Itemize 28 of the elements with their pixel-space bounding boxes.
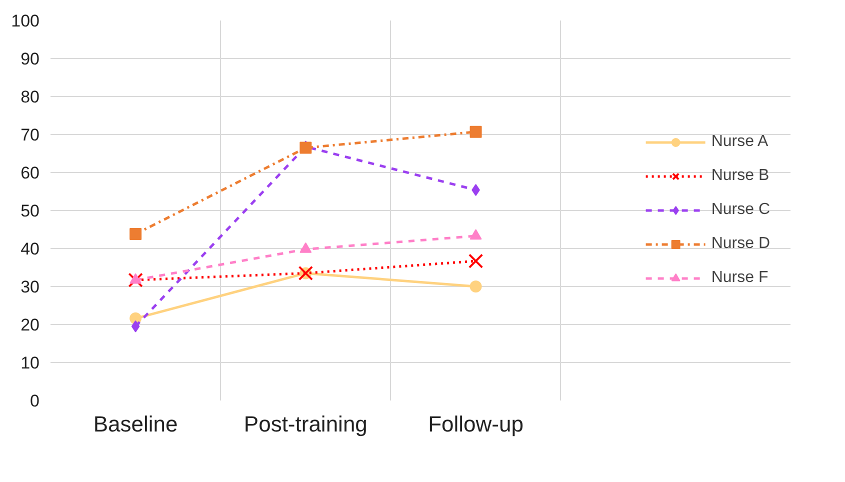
point [130, 228, 142, 240]
legend-label: Nurse F [711, 269, 768, 287]
point [130, 273, 142, 284]
y-tick-label: 100 [11, 12, 40, 30]
legend-label: Nurse A [711, 133, 768, 151]
point [128, 272, 143, 288]
point [470, 126, 482, 138]
legend-label: Nurse B [711, 167, 770, 185]
y-tick-label: 60 [20, 164, 40, 182]
y-tick-label: 50 [20, 202, 40, 220]
point [470, 229, 482, 240]
point [300, 242, 312, 253]
y-tick-label: 30 [20, 278, 40, 296]
point [470, 280, 482, 292]
point [468, 254, 484, 268]
x-tick-label: Follow-up [428, 412, 524, 436]
x-tick-label: Baseline [93, 412, 178, 436]
y-tick-label: 10 [20, 354, 40, 372]
legend-label: Nurse C [711, 201, 770, 219]
y-tick-label: 40 [20, 240, 40, 258]
point [131, 320, 140, 332]
y-tick-label: 80 [20, 88, 40, 106]
y-tick-label: 90 [20, 50, 40, 68]
y-tick-label: 20 [20, 316, 40, 334]
x-tick-label: Post-training [244, 412, 368, 436]
y-tick-label: 70 [20, 126, 40, 144]
y-tick-label: 0 [30, 392, 40, 410]
legend-label: Nurse D [711, 235, 770, 253]
